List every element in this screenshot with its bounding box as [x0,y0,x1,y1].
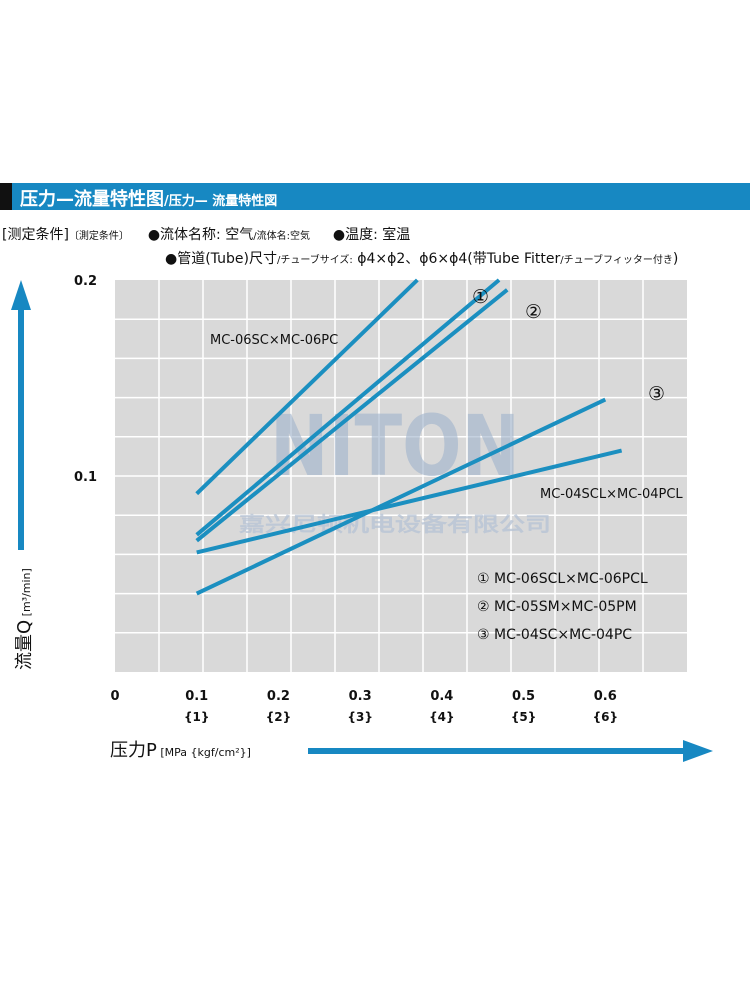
x-axis-arrow [308,740,713,762]
annotation-mc-06sc: MC-06SC×MC-06PC [210,333,338,348]
annotation-circle-3: ③ [648,383,665,405]
tube-close: ) [672,251,679,267]
x-tick-label-4: 0.4 [430,689,453,704]
axis-ticks: 0 0.1 {1} 0.2 {2} 0.3 {3} 0.4 {4} 0.5 {5} 0.6 {6} 0.2… [74,274,618,724]
annotation-mc-04scl: MC-04SCL×MC-04PCL [540,487,683,502]
x-tick-sublabel-2: {2} [266,710,291,724]
legend-item-2: ② MC-05SM×MC-05PM [477,599,637,615]
conditions-line-1: [测定条件]〔測定条件〕 ●流体名称: 空气/流体名:空気 ●温度: 室温 [2,224,410,244]
annotation-circle-2: ② [525,301,542,323]
series-lines [195,278,623,596]
x-tick-label-5: 0.5 [512,689,535,704]
tube-text: ●管道(Tube)尺寸 [165,251,277,267]
banner-marker [0,183,12,210]
tube-sizes: ϕ4×ϕ2、ϕ6×ϕ4(带Tube Fitter [352,251,561,267]
legend-item-1: ① MC-06SCL×MC-06PCL [477,571,648,587]
page-subtitle: /压力— 流量特性図 [164,194,278,209]
annotation-circle-1: ① [472,286,489,308]
series-line-1 [195,278,419,496]
x-tick-sublabel-6: {6} [593,710,618,724]
x-axis-label: 压力P [MPa {kgf/cm²}] [110,736,251,762]
x-tick-sublabel-4: {4} [429,710,454,724]
x-axis-unit: [MPa {kgf/cm²}] [156,746,251,759]
grid-lines [115,280,687,672]
banner-title: 压力—流量特性图/压力— 流量特性図 [20,185,277,211]
watermark-text: NITON [270,397,520,495]
x-tick-label-2: 0.2 [267,689,290,704]
conditions-label-jp: 〔測定条件〕 [68,231,129,242]
x-tick-sublabel-5: {5} [511,710,536,724]
conditions-line-2: ●管道(Tube)尺寸/チューブサイズ: ϕ4×ϕ2、ϕ6×ϕ4(带Tube F… [165,248,678,268]
x-tick-sublabel-3: {3} [347,710,372,724]
series-line-2 [195,278,501,537]
x-tick-label-6: 0.6 [594,689,617,704]
conditions-label: [测定条件] [2,227,69,243]
tube-text-jp: /チューブサイズ: [276,255,353,266]
x-axis-title: 压力P [110,740,157,761]
page-title: 压力—流量特性图 [20,189,164,210]
temperature-text: ●温度: 室温 [332,227,411,243]
annotations: MC-06SC×MC-06PC ① ② ③ MC-04SCL×MC-04PCL [210,286,683,502]
series-line-4 [195,397,607,596]
series-line-5 [196,448,623,555]
fluid-text: ●流体名称: 空气 [147,227,254,243]
x-tick-label-3: 0.3 [349,689,372,704]
y-tick-label-0: 0.2 [74,274,97,289]
x-tick-label-0: 0 [110,689,119,704]
watermark: NITON 嘉兴尼顿机电设备有限公司 [238,397,551,536]
legend: ① MC-06SCL×MC-06PCL ② MC-05SM×MC-05PM ③ … [477,571,648,643]
section-banner: 压力—流量特性图/压力— 流量特性図 [0,183,750,210]
x-tick-label-1: 0.1 [185,689,208,704]
y-axis-arrow [11,280,31,550]
y-tick-label-1: 0.1 [74,470,97,485]
series-line-3 [195,288,509,543]
fluid-text-jp: /流体名:空気 [253,231,310,242]
legend-item-3: ③ MC-04SC×MC-04PC [477,627,632,643]
tube-note-jp: /チューブフィッター付き [560,255,673,266]
x-tick-sublabel-1: {1} [184,710,209,724]
pressure-flow-chart: NITON 嘉兴尼顿机电设备有限公司 0 0.1 {1} 0.2 {2} 0.3 {3} 0.… [74,274,687,724]
